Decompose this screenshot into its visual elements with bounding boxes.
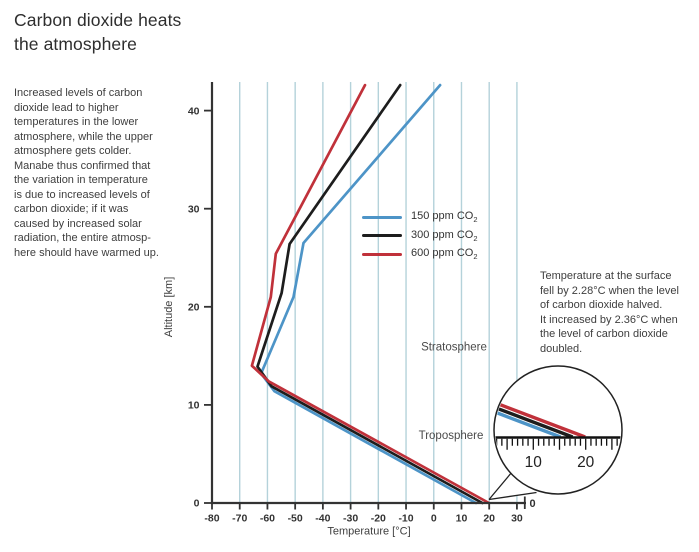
chart-legend: 150 ppm CO2 300 ppm CO2 600 ppm CO2 <box>362 208 478 264</box>
magnifier-wedge-edge <box>488 491 537 501</box>
x-tick-label: -60 <box>260 513 275 525</box>
series-line-600-ppm-co2 <box>250 83 491 505</box>
x-tick-label: 30 <box>511 513 523 525</box>
magnifier-wedge-edge <box>488 468 515 500</box>
legend-label: 600 ppm CO2 <box>411 247 478 262</box>
x-tick-label: -70 <box>232 513 247 525</box>
inset-series-line-red <box>495 399 586 439</box>
y-tick-label: 30 <box>188 203 200 215</box>
legend-item-300-ppm-co2: 300 ppm CO2 <box>362 227 478 246</box>
region-label-stratosphere: Stratosphere <box>421 342 487 354</box>
y-tick-label: 0 <box>194 498 200 510</box>
y-axis-title: Altitude [km] <box>163 277 175 338</box>
inset-series-line-blue <box>495 399 562 439</box>
x-tick-label: -30 <box>343 513 358 525</box>
region-label-troposphere: Troposphere <box>419 430 484 442</box>
x-tick-label: 10 <box>456 513 468 525</box>
inset-tick-label: 10 <box>525 454 543 471</box>
x-axis-title: Temperature [°C] <box>327 526 410 538</box>
y-tick-label: 40 <box>188 105 200 117</box>
legend-swatch-red <box>362 252 402 257</box>
magnifier-content: 10 20 <box>495 399 621 471</box>
x-tick-label: -80 <box>204 513 219 525</box>
legend-label: 300 ppm CO2 <box>411 228 478 243</box>
axis-end-zero-label: 0 <box>530 498 536 510</box>
series-line-300-ppm-co2 <box>256 83 484 505</box>
surface-annotation: Temperature at the surface fell by 2.28°… <box>540 270 679 355</box>
y-tick-label: 20 <box>188 302 200 314</box>
x-tick-label: -50 <box>288 513 303 525</box>
legend-label: 150 ppm CO2 <box>411 210 478 225</box>
intro-text: Increased levels of carbon dioxide lead … <box>14 87 159 260</box>
series-line-150-ppm-co2 <box>259 83 478 505</box>
legend-item-150-ppm-co2: 150 ppm CO2 <box>362 208 478 227</box>
legend-swatch-black <box>362 234 402 238</box>
x-tick-label: -40 <box>315 513 330 525</box>
page-title: Carbon dioxide heats the atmosphere <box>14 10 182 54</box>
y-tick-label: 10 <box>188 400 200 412</box>
inset-tick-label: 20 <box>577 454 595 471</box>
x-tick-label: -10 <box>398 513 413 525</box>
legend-item-600-ppm-co2: 600 ppm CO2 <box>362 245 478 264</box>
x-tick-label: 20 <box>483 513 495 525</box>
magnifier-wedge-fill <box>489 469 537 500</box>
x-tick-label: -20 <box>371 513 386 525</box>
inset-series-line-black <box>495 399 574 439</box>
legend-swatch-blue <box>362 215 402 219</box>
x-tick-label: 0 <box>431 513 437 525</box>
